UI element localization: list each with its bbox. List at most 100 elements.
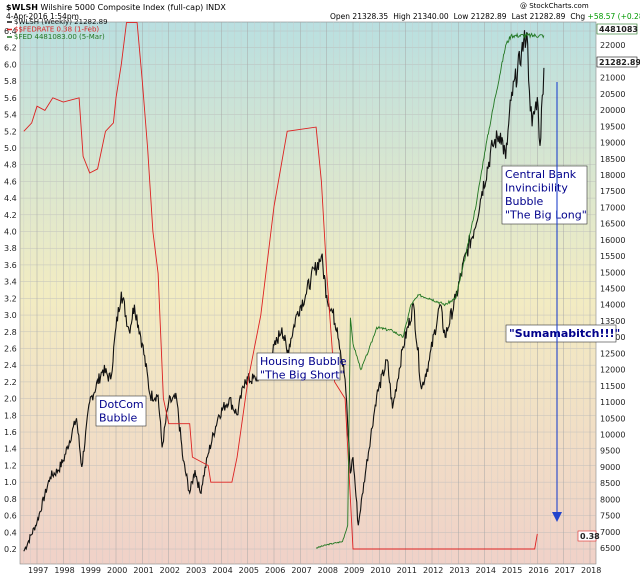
x-tick-label: 2016 xyxy=(528,566,548,575)
right-tick-label: 17500 xyxy=(600,187,625,196)
annotation-central-bank-line: "The Big Long" xyxy=(505,209,587,222)
annotation-central-bank-line: Central Bank xyxy=(505,168,577,181)
right-tick-label: 14500 xyxy=(600,285,625,294)
symbol: $WLSH xyxy=(6,3,38,12)
x-tick-label: 2007 xyxy=(291,566,311,575)
x-tick-label: 2003 xyxy=(186,566,206,575)
left-tick-label: 4.6 xyxy=(4,177,17,186)
right-tick-label: 10500 xyxy=(600,414,625,423)
right-tick-label: 15500 xyxy=(600,252,625,261)
left-tick-label: 0.4 xyxy=(4,528,17,537)
x-tick-label: 2014 xyxy=(476,566,496,575)
x-tick-label: 1999 xyxy=(81,566,101,575)
left-tick-label: 2.8 xyxy=(4,328,17,337)
badge-price: 21282.89 xyxy=(599,58,640,67)
ohlc-key-last: Last xyxy=(511,12,530,21)
x-tick-label: 1998 xyxy=(54,566,74,575)
badge-price-box xyxy=(596,56,638,68)
badge-rate: 0.38 xyxy=(580,532,600,541)
right-tick-label: 12000 xyxy=(600,366,625,375)
left-tick-label: 3.6 xyxy=(4,261,17,270)
x-tick-label: 2011 xyxy=(397,566,417,575)
annotation-housing-line: Housing Bubble xyxy=(260,355,347,368)
right-tick-label: 9000 xyxy=(600,463,620,472)
index-name: Wilshire 5000 Composite Index (full-cap) xyxy=(40,3,204,12)
left-tick-label: 1.0 xyxy=(4,478,17,487)
legend-entry: $$FEDRATE 0.38 (1-Feb) xyxy=(14,26,99,34)
right-tick-label: 16500 xyxy=(600,220,625,229)
left-tick-label: 4.2 xyxy=(4,211,17,220)
left-tick-label: 1.4 xyxy=(4,445,17,454)
annotation-housing-box xyxy=(256,352,341,381)
left-tick-label: 0.6 xyxy=(4,512,17,521)
right-tick-label: 11500 xyxy=(600,382,625,391)
x-tick-label: 2009 xyxy=(344,566,364,575)
left-tick-label: 6.2 xyxy=(4,44,17,53)
ohlc-value-last: 21282.89 xyxy=(529,12,566,21)
series-line-fed xyxy=(316,32,545,549)
x-tick-label: 2008 xyxy=(318,566,338,575)
left-tick-label: 6.0 xyxy=(4,60,17,69)
annotation-central-bank-box xyxy=(501,165,588,225)
right-tick-label: 22000 xyxy=(600,41,625,50)
chart-title: $WLSH Wilshire 5000 Composite Index (ful… xyxy=(6,3,226,12)
right-tick-label: 21000 xyxy=(600,74,625,83)
x-tick-label: 2001 xyxy=(133,566,153,575)
series-line-fedrate xyxy=(23,22,538,550)
annotation-dotcom-line: DotCom xyxy=(99,398,144,411)
right-tick-label: 20500 xyxy=(600,90,625,99)
annotation-dotcom-line: Bubble xyxy=(99,412,138,425)
ohlc-value-open: 21328.35 xyxy=(352,12,389,21)
left-tick-label: 3.4 xyxy=(4,278,17,287)
annotation-central-bank-line: Invincibility xyxy=(505,182,568,195)
x-tick-label: 2002 xyxy=(160,566,180,575)
stockcharts-watermark: @ StockCharts.com xyxy=(520,2,589,10)
badge-fed: 4481083 xyxy=(599,25,638,34)
right-tick-label: 6500 xyxy=(600,544,620,553)
left-tick-label: 4.4 xyxy=(4,194,17,203)
left-tick-label: 1.2 xyxy=(4,461,17,470)
left-tick-label: 1.8 xyxy=(4,411,17,420)
x-tick-label: 2005 xyxy=(239,566,259,575)
right-tick-label: 12500 xyxy=(600,349,625,358)
right-tick-label: 15000 xyxy=(600,268,625,277)
x-tick-label: 1997 xyxy=(28,566,48,575)
right-tick-label: 11000 xyxy=(600,398,625,407)
left-tick-label: 5.6 xyxy=(4,94,17,103)
right-tick-label: 19500 xyxy=(600,122,625,131)
x-tick-label: 2004 xyxy=(212,566,232,575)
ohlc-key-chg: Chg xyxy=(570,12,588,21)
left-tick-label: 3.8 xyxy=(4,244,17,253)
right-tick-label: 10000 xyxy=(600,430,625,439)
left-tick-label: 6.4 xyxy=(4,27,17,36)
arrow-head-icon xyxy=(552,512,562,522)
ohlc-key-low: Low xyxy=(453,12,471,21)
x-tick-label: 2015 xyxy=(502,566,522,575)
ohlc-value-chg: +58.57 (+0.28%) xyxy=(587,12,640,21)
left-tick-label: 2.0 xyxy=(4,395,17,404)
right-tick-label: 18000 xyxy=(600,171,625,180)
left-tick-label: 2.6 xyxy=(4,344,17,353)
left-tick-label: 0.2 xyxy=(4,545,17,554)
right-tick-label: 9500 xyxy=(600,447,620,456)
left-tick-label: 2.2 xyxy=(4,378,17,387)
left-tick-label: 5.4 xyxy=(4,111,17,120)
series-line-wlsh xyxy=(23,30,545,552)
left-tick-label: 1.6 xyxy=(4,428,17,437)
right-tick-label: 7000 xyxy=(600,528,620,537)
annotation-sumamabitch-line: "Sumamabitch!!!" xyxy=(509,327,620,340)
right-tick-label: 18500 xyxy=(600,155,625,164)
right-tick-label: 17000 xyxy=(600,203,625,212)
left-tick-label: 4.0 xyxy=(4,228,17,237)
annotation-sumamabitch-box xyxy=(505,324,617,343)
exchange: INDX xyxy=(205,3,226,12)
right-tick-label: 13500 xyxy=(600,317,625,326)
legend-entry: $FED 4481083.00 (5-Mar) xyxy=(14,33,105,41)
annotation-housing-line: "The Big Short" xyxy=(260,369,345,382)
x-tick-label: 2006 xyxy=(265,566,285,575)
left-tick-label: 3.2 xyxy=(4,294,17,303)
left-tick-label: 5.8 xyxy=(4,77,17,86)
right-tick-label: 16000 xyxy=(600,236,625,245)
right-tick-label: 14000 xyxy=(600,301,625,310)
